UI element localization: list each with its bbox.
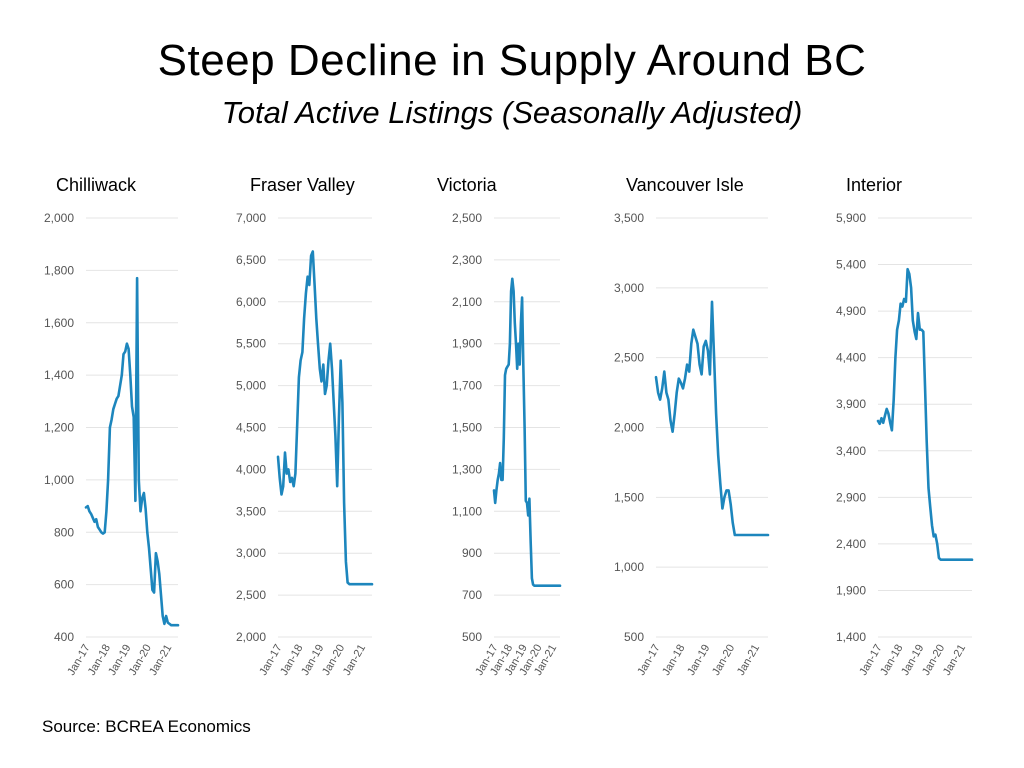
- panel-1-y-tick-label: 1,000: [44, 473, 74, 487]
- panel-2-y-tick-label: 7,000: [236, 211, 266, 225]
- panel-5-y-tick-label: 3,900: [836, 397, 866, 411]
- panel-3-y-tick-label: 500: [462, 630, 482, 644]
- panel-1-series-line: [84, 276, 180, 627]
- panel-5-y-tick-label: 4,900: [836, 304, 866, 318]
- panel-3-y-tick-label: 700: [462, 588, 482, 602]
- panel-4-y-tick-label: 1,500: [614, 490, 644, 504]
- panel-3-y-tick-label: 2,500: [452, 211, 482, 225]
- panel-5-y-tick-label: 5,900: [836, 211, 866, 225]
- chart-title: Steep Decline in Supply Around BC: [157, 36, 867, 85]
- panel-2-y-tick-label: 3,000: [236, 546, 266, 560]
- panel-4-y-tick-label: 1,000: [614, 560, 644, 574]
- panel-4-title: Vancouver Isle: [626, 175, 744, 195]
- panel-3-y-tick-label: 2,100: [452, 295, 482, 309]
- panel-5-y-tick-label: 4,400: [836, 351, 866, 365]
- panel-1-y-tick-label: 1,600: [44, 316, 74, 330]
- panel-2-y-tick-label: 5,500: [236, 337, 266, 351]
- panel-3-y-tick-label: 900: [462, 546, 482, 560]
- panel-1-title: Chilliwack: [56, 175, 137, 195]
- panel-4-x-tick-label: Jan-20: [710, 643, 737, 678]
- panel-4-x-tick-label: Jan-17: [635, 643, 662, 678]
- panel-2-y-tick-label: 4,500: [236, 421, 266, 435]
- panel-1-y-tick-label: 400: [54, 630, 74, 644]
- panel-1-y-tick-label: 800: [54, 525, 74, 539]
- panel-3-title: Victoria: [437, 175, 498, 195]
- panel-5-title: Interior: [846, 175, 902, 195]
- panel-3-series-line: [492, 277, 562, 588]
- panel-5-y-tick-label: 1,400: [836, 630, 866, 644]
- panel-5-series-line: [876, 267, 974, 562]
- panel-1-y-tick-label: 600: [54, 578, 74, 592]
- panel-1-y-tick-label: 1,800: [44, 263, 74, 277]
- panel-5-y-tick-label: 5,400: [836, 258, 866, 272]
- panel-3-y-tick-label: 1,900: [452, 337, 482, 351]
- panel-3-y-tick-label: 1,500: [452, 421, 482, 435]
- panel-3-y-tick-label: 1,100: [452, 504, 482, 518]
- panel-4-x-tick-label: Jan-19: [685, 643, 712, 678]
- panel-5-y-tick-label: 2,400: [836, 537, 866, 551]
- panel-2-y-tick-label: 6,500: [236, 253, 266, 267]
- panel-2-y-tick-label: 2,500: [236, 588, 266, 602]
- panel-1-y-tick-label: 1,400: [44, 368, 74, 382]
- panel-2-y-tick-label: 5,000: [236, 379, 266, 393]
- panel-1-y-tick-label: 1,200: [44, 421, 74, 435]
- source-note: Source: BCREA Economics: [42, 717, 251, 736]
- panel-4-x-tick-label: Jan-21: [735, 643, 762, 678]
- panel-1-y-tick-label: 2,000: [44, 211, 74, 225]
- panel-3-y-tick-label: 1,700: [452, 379, 482, 393]
- panel-3-y-tick-label: 1,300: [452, 462, 482, 476]
- panel-5-y-tick-label: 1,900: [836, 583, 866, 597]
- panel-2-title: Fraser Valley: [250, 175, 355, 195]
- panel-4-series-line: [654, 300, 770, 537]
- panel-2-y-tick-label: 4,000: [236, 462, 266, 476]
- panel-4-x-tick-label: Jan-18: [660, 643, 687, 678]
- panel-2-y-tick-label: 2,000: [236, 630, 266, 644]
- panel-4-y-tick-label: 500: [624, 630, 644, 644]
- panel-4-y-tick-label: 2,000: [614, 421, 644, 435]
- panel-5-y-tick-label: 2,900: [836, 490, 866, 504]
- chart-subtitle: Total Active Listings (Seasonally Adjust…: [221, 95, 803, 130]
- panel-3-y-tick-label: 2,300: [452, 253, 482, 267]
- panel-4-y-tick-label: 3,500: [614, 211, 644, 225]
- panel-2-y-tick-label: 3,500: [236, 504, 266, 518]
- panel-5-y-tick-label: 3,400: [836, 444, 866, 458]
- panel-2-series-line: [276, 250, 374, 586]
- panel-4-y-tick-label: 2,500: [614, 351, 644, 365]
- panel-2-y-tick-label: 6,000: [236, 295, 266, 309]
- panel-4-y-tick-label: 3,000: [614, 281, 644, 295]
